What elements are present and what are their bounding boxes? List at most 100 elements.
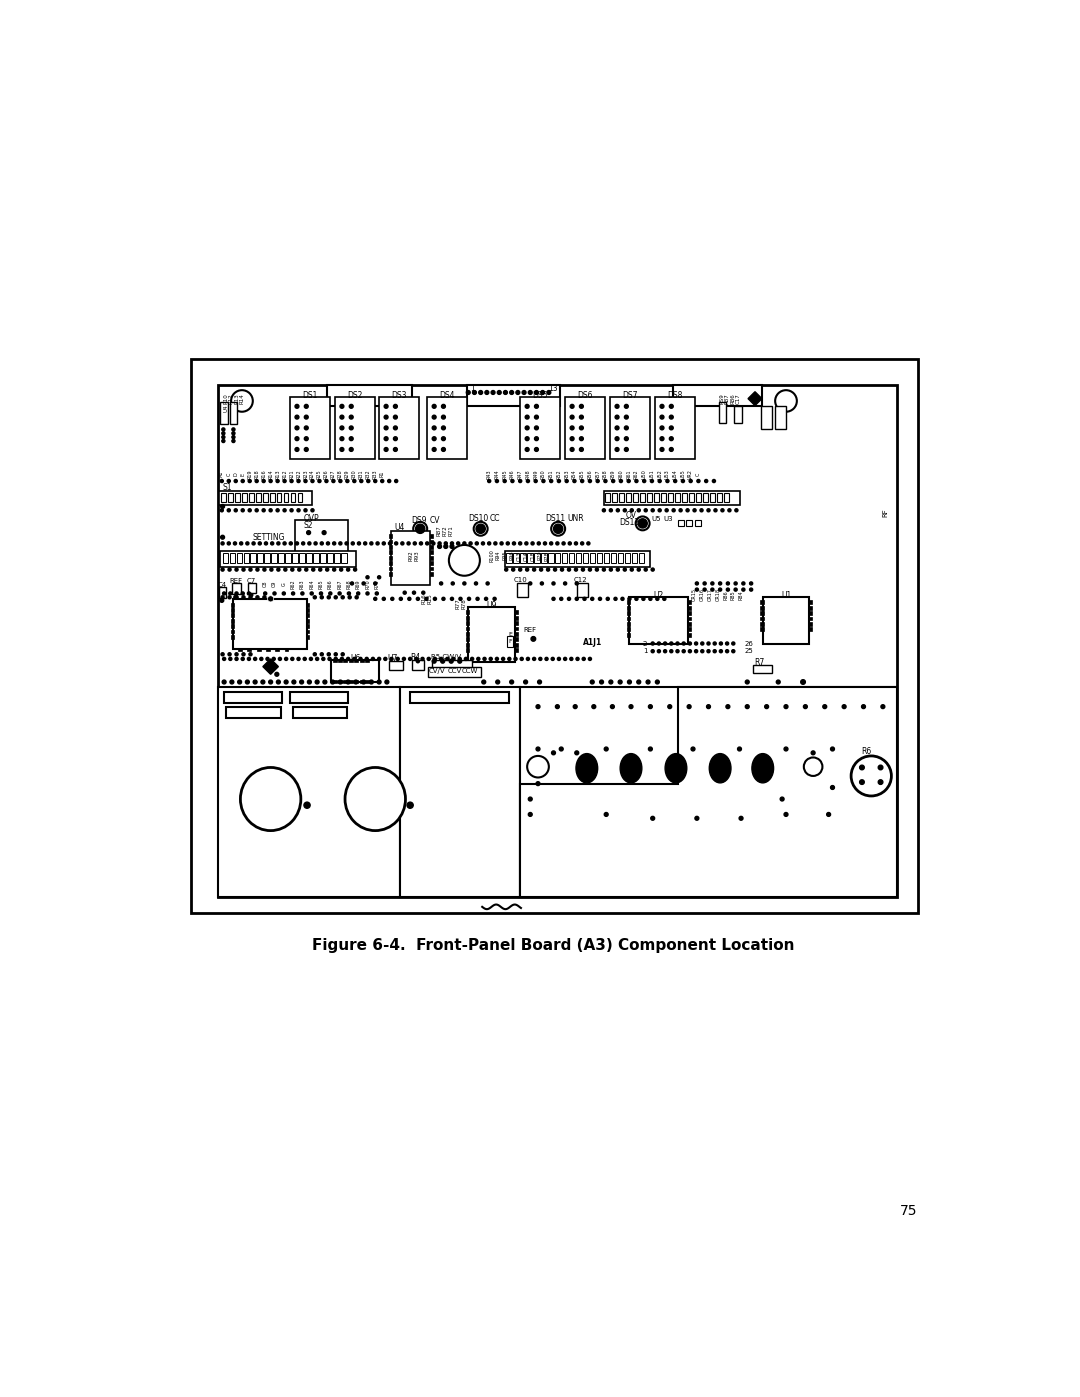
Bar — [627, 616, 631, 620]
Circle shape — [576, 598, 578, 601]
Circle shape — [616, 426, 619, 430]
Text: DS7: DS7 — [622, 391, 638, 400]
Circle shape — [878, 780, 882, 784]
Circle shape — [522, 391, 526, 394]
Circle shape — [419, 542, 422, 545]
Bar — [515, 643, 517, 647]
Circle shape — [422, 591, 424, 594]
Text: 2: 2 — [643, 640, 647, 647]
Bar — [632, 553, 637, 563]
Circle shape — [545, 658, 548, 661]
Text: CV: CV — [430, 515, 441, 525]
Circle shape — [656, 598, 659, 601]
Circle shape — [586, 542, 590, 545]
Circle shape — [536, 704, 540, 708]
Bar — [809, 610, 812, 615]
Bar — [597, 553, 603, 563]
Circle shape — [238, 680, 242, 685]
Circle shape — [241, 479, 244, 482]
Circle shape — [297, 479, 300, 482]
Text: R46: R46 — [510, 469, 515, 479]
Circle shape — [334, 658, 337, 661]
Circle shape — [220, 509, 224, 511]
Circle shape — [660, 426, 664, 430]
Circle shape — [831, 785, 835, 789]
Circle shape — [649, 598, 652, 601]
Text: U5: U5 — [651, 515, 661, 521]
Circle shape — [561, 569, 564, 571]
Circle shape — [339, 479, 342, 482]
Circle shape — [559, 598, 563, 601]
Circle shape — [450, 542, 454, 545]
Circle shape — [369, 542, 373, 545]
Bar — [354, 680, 359, 683]
Circle shape — [529, 583, 531, 585]
Circle shape — [353, 658, 356, 661]
Circle shape — [442, 415, 445, 419]
Circle shape — [366, 576, 369, 578]
Circle shape — [476, 524, 485, 534]
Text: S2: S2 — [303, 521, 313, 531]
Text: DS3: DS3 — [392, 391, 407, 400]
Circle shape — [369, 680, 374, 685]
Circle shape — [707, 650, 710, 652]
Text: R70: R70 — [365, 580, 370, 590]
Circle shape — [221, 427, 225, 432]
Circle shape — [457, 542, 460, 545]
Circle shape — [575, 752, 579, 754]
Circle shape — [421, 658, 424, 661]
Circle shape — [247, 658, 251, 661]
Circle shape — [488, 479, 490, 482]
Bar — [307, 613, 309, 617]
Circle shape — [221, 652, 225, 655]
Text: R24: R24 — [310, 469, 315, 479]
Circle shape — [241, 658, 244, 661]
Circle shape — [325, 479, 328, 482]
Bar — [562, 553, 567, 563]
Bar — [285, 553, 291, 563]
Circle shape — [262, 569, 266, 571]
Circle shape — [282, 592, 285, 595]
Circle shape — [693, 509, 697, 511]
Circle shape — [525, 447, 529, 451]
Circle shape — [538, 680, 541, 685]
Text: DS11: DS11 — [545, 514, 565, 524]
Circle shape — [346, 479, 349, 482]
Circle shape — [750, 583, 753, 585]
Circle shape — [269, 680, 272, 685]
Bar — [569, 553, 575, 563]
Circle shape — [540, 583, 543, 585]
Bar — [717, 493, 721, 502]
Circle shape — [367, 479, 369, 482]
Circle shape — [581, 542, 583, 545]
Bar — [220, 402, 228, 425]
Text: CCW: CCW — [461, 668, 478, 675]
Circle shape — [242, 595, 245, 599]
Circle shape — [432, 659, 436, 664]
Circle shape — [347, 569, 350, 571]
Circle shape — [463, 583, 465, 585]
Circle shape — [565, 479, 568, 482]
Circle shape — [255, 509, 258, 511]
Circle shape — [340, 426, 343, 430]
Circle shape — [459, 598, 462, 601]
Circle shape — [531, 637, 536, 641]
Circle shape — [248, 652, 252, 655]
Circle shape — [784, 704, 788, 708]
Circle shape — [291, 509, 293, 511]
Bar — [590, 553, 595, 563]
Text: R12: R12 — [229, 394, 233, 404]
Circle shape — [745, 680, 750, 685]
Bar — [507, 553, 512, 563]
Circle shape — [444, 545, 448, 549]
Circle shape — [694, 650, 698, 652]
Circle shape — [483, 658, 486, 661]
Circle shape — [438, 542, 441, 545]
Bar — [307, 619, 309, 623]
Circle shape — [355, 595, 359, 599]
Circle shape — [635, 598, 638, 601]
Text: R87: R87 — [725, 394, 730, 404]
Circle shape — [393, 404, 397, 408]
Bar — [379, 397, 419, 458]
Text: OVP: OVP — [303, 514, 320, 524]
